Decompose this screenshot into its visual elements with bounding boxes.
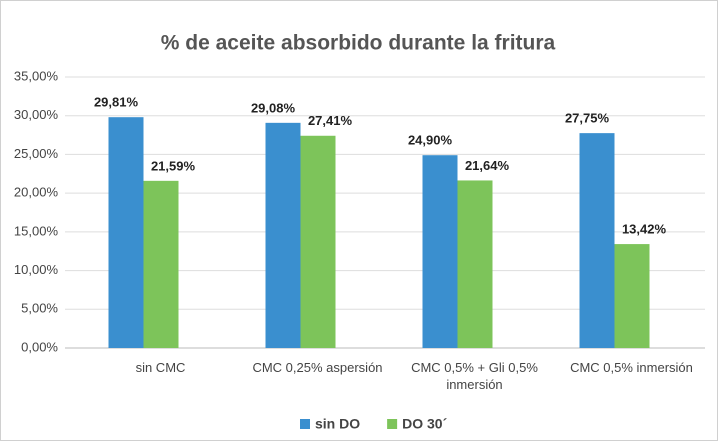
- legend-label: sin DO: [315, 416, 360, 432]
- chart-title: % de aceite absorbido durante la fritura: [161, 32, 556, 55]
- y-tick-label: 10,00%: [14, 262, 59, 277]
- legend-label: DO 30´: [402, 416, 447, 432]
- y-tick-label: 15,00%: [14, 223, 59, 238]
- bar: [300, 135, 336, 348]
- bar: [265, 122, 301, 349]
- bar: [108, 117, 144, 348]
- value-label: 27,75%: [565, 111, 610, 126]
- value-label: 21,59%: [151, 158, 196, 173]
- bar: [143, 180, 179, 348]
- x-tick-label: CMC 0,5% inmersión: [570, 360, 693, 375]
- bar: [422, 155, 458, 348]
- bar: [457, 180, 493, 348]
- x-tick-label: sin CMC: [135, 360, 186, 375]
- y-tick-label: 0,00%: [21, 339, 58, 354]
- legend-swatch: [387, 419, 398, 429]
- value-label: 27,41%: [308, 113, 353, 128]
- value-label: 21,64%: [465, 158, 510, 173]
- value-label: 29,81%: [94, 95, 139, 110]
- y-tick-label: 20,00%: [14, 185, 59, 200]
- x-tick-label: CMC 0,5% + Gli 0,5% inmersión: [411, 360, 538, 392]
- y-tick-label: 30,00%: [14, 107, 59, 122]
- y-tick-label: 35,00%: [14, 68, 59, 83]
- x-tick-label: CMC 0,25% aspersión: [252, 360, 383, 375]
- y-tick-label: 5,00%: [21, 301, 58, 316]
- bar: [614, 244, 650, 348]
- legend-swatch: [300, 419, 310, 429]
- bar: [579, 133, 615, 348]
- value-label: 24,90%: [408, 133, 453, 148]
- y-tick-label: 25,00%: [14, 146, 59, 161]
- value-label: 29,08%: [251, 100, 296, 115]
- value-label: 13,42%: [622, 222, 667, 237]
